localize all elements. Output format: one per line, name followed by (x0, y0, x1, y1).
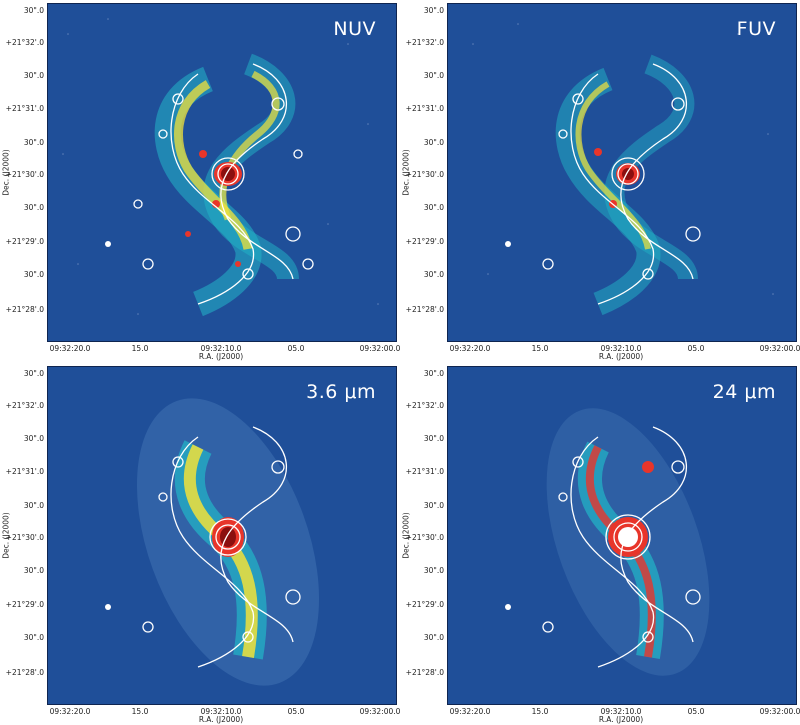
dec-tick-label: 30".0 (423, 270, 444, 279)
dec-tick-label: +21°32'.0 (5, 38, 44, 47)
ra-tick-label: 09:32:10.0 (200, 707, 242, 716)
dec-tick-label: +21°28'.0 (405, 305, 444, 314)
ra-axis-label: R.A. (J2000) (198, 715, 244, 724)
dec-tick-label: +21°30'.0 (405, 533, 444, 542)
ra-tick-label: 09:32:10.0 (600, 344, 642, 353)
dec-tick-label: +21°28'.0 (5, 668, 44, 677)
ra-tick-label: 09:32:20.0 (449, 707, 491, 716)
band-label: NUV (333, 18, 376, 40)
mir-image: 24 μm (447, 366, 797, 705)
ra-tick-label: 15.0 (531, 344, 549, 353)
ra-tick-label: 09:32:20.0 (49, 707, 91, 716)
dec-tick-label: +21°31'.0 (405, 104, 444, 113)
dec-tick-label: +21°32'.0 (405, 38, 444, 47)
dec-axis-label: Dec. (J2000) (1, 512, 11, 559)
dec-tick-label: +21°30'.0 (5, 170, 44, 179)
panel-3-6um: 3.6 μm 30".0 +21°32'.0 30".0 +21°31'.0 30".0… (0, 363, 400, 725)
panel-fuv: FUV 30".0 +21°32'.0 30".0 +21°31'.0 30".0 +21… (400, 0, 800, 362)
ra-tick-label: 09:32:10.0 (200, 344, 242, 353)
ra-axis-label: R.A. (J2000) (598, 715, 644, 724)
ra-tick-label: 05.0 (287, 344, 305, 353)
dec-tick-label: 30".0 (23, 6, 44, 15)
ra-tick-label: 09:32:00.0 (759, 707, 800, 716)
dec-tick-label: 30".0 (23, 501, 44, 510)
dec-tick-label: 30".0 (423, 369, 444, 378)
panel-nuv: NUV 30".0 +21°32'.0 30".0 +21°31'.0 30".0 +21… (0, 0, 400, 362)
ra-tick-label: 09:32:10.0 (600, 707, 642, 716)
band-label: FUV (736, 18, 776, 40)
dec-axis-label: Dec. (J2000) (401, 512, 411, 559)
ra-tick-label: 09:32:20.0 (449, 344, 491, 353)
dec-axis-label: Dec. (J2000) (401, 149, 411, 196)
ra-tick-label: 05.0 (687, 344, 705, 353)
dec-tick-label: 30".0 (423, 633, 444, 642)
dec-tick-label: 30".0 (23, 270, 44, 279)
dec-tick-label: +21°29'.0 (405, 237, 444, 246)
dec-tick-label: 30".0 (23, 71, 44, 80)
ra-tick-label: 15.0 (131, 707, 149, 716)
dec-tick-label: 30".0 (23, 138, 44, 147)
dec-tick-label: 30".0 (23, 203, 44, 212)
ir-galaxy-map (105, 398, 320, 686)
ra-tick-label: 09:32:00.0 (359, 344, 401, 353)
panel-24um: 24 μm 30".0 +21°32'.0 30".0 +21°31'.0 30".0 +… (400, 363, 800, 725)
dec-tick-label: 30".0 (23, 633, 44, 642)
dec-tick-label: +21°28'.0 (405, 668, 444, 677)
band-label: 3.6 μm (306, 381, 376, 403)
ra-tick-label: 09:32:00.0 (759, 344, 800, 353)
dec-tick-label: 30".0 (423, 71, 444, 80)
dec-tick-label: +21°30'.0 (405, 170, 444, 179)
dec-tick-label: +21°28'.0 (5, 305, 44, 314)
dec-tick-label: 30".0 (23, 566, 44, 575)
dec-tick-label: 30".0 (423, 138, 444, 147)
fuv-image: FUV (447, 3, 797, 342)
dec-tick-label: +21°29'.0 (405, 600, 444, 609)
dec-tick-label: 30".0 (423, 501, 444, 510)
nuv-galaxy-map (62, 18, 379, 317)
dec-tick-label: 30".0 (423, 6, 444, 15)
dec-tick-label: 30".0 (23, 369, 44, 378)
dec-tick-label: +21°32'.0 (5, 401, 44, 410)
nuv-image: NUV (47, 3, 397, 342)
ra-tick-label: 15.0 (131, 344, 149, 353)
ra-tick-label: 05.0 (287, 707, 305, 716)
dec-tick-label: +21°29'.0 (5, 600, 44, 609)
dec-tick-label: +21°31'.0 (5, 467, 44, 476)
dec-tick-label: +21°29'.0 (5, 237, 44, 246)
dec-tick-label: +21°30'.0 (5, 533, 44, 542)
ra-axis-label: R.A. (J2000) (198, 352, 244, 361)
band-label: 24 μm (712, 381, 776, 403)
ra-tick-label: 09:32:20.0 (49, 344, 91, 353)
dec-tick-label: 30".0 (423, 566, 444, 575)
dec-axis-label: Dec. (J2000) (1, 149, 11, 196)
dec-tick-label: 30".0 (423, 203, 444, 212)
dec-tick-label: +21°31'.0 (405, 467, 444, 476)
ir-image: 3.6 μm (47, 366, 397, 705)
ra-tick-label: 15.0 (531, 707, 549, 716)
ra-axis-label: R.A. (J2000) (598, 352, 644, 361)
dec-tick-label: +21°32'.0 (405, 401, 444, 410)
fuv-galaxy-map (472, 23, 774, 316)
ra-tick-label: 09:32:00.0 (359, 707, 401, 716)
dec-tick-label: +21°31'.0 (5, 104, 44, 113)
dec-tick-label: 30".0 (23, 434, 44, 443)
dec-tick-label: 30".0 (423, 434, 444, 443)
mir-galaxy-map (505, 408, 710, 676)
ra-tick-label: 05.0 (687, 707, 705, 716)
